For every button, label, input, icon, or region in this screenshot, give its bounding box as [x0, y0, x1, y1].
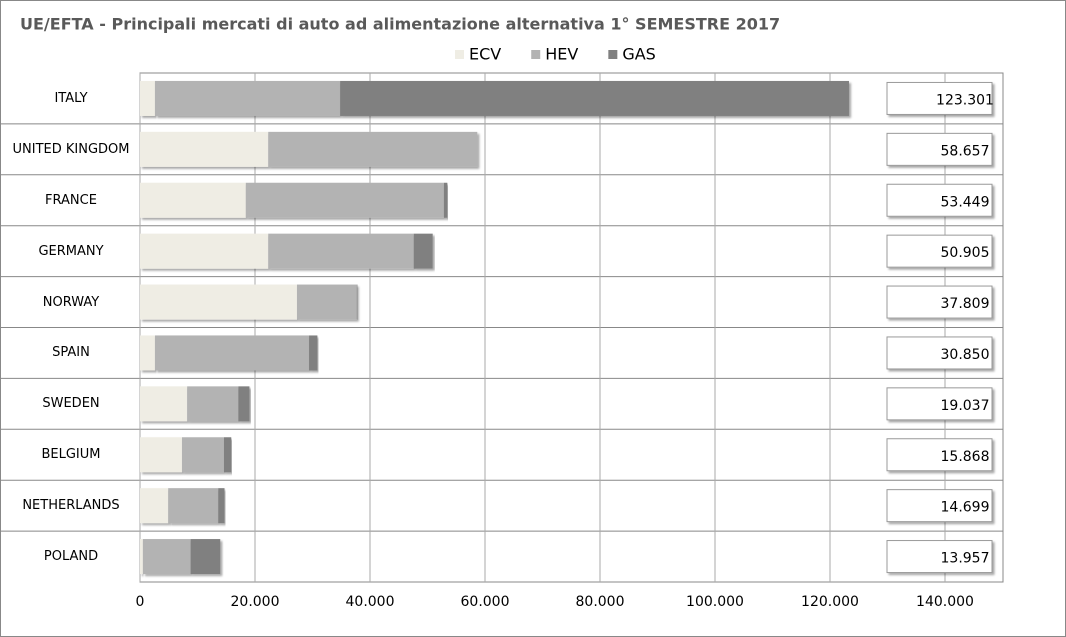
bar-segment [238, 386, 250, 422]
bar-segment [340, 80, 849, 116]
legend-swatch [531, 50, 541, 59]
total-label: 50.905 [941, 245, 990, 261]
x-tick-label: 100.000 [686, 594, 744, 610]
total-label: 37.809 [941, 296, 990, 312]
total-label: 58.657 [941, 143, 990, 159]
legend-swatch [455, 50, 464, 59]
legend-label: GAS [622, 45, 656, 64]
category-label: FRANCE [45, 192, 97, 208]
total-box [886, 387, 993, 421]
total-box [886, 81, 993, 115]
bar-segment [140, 80, 155, 116]
bar-segment [140, 437, 182, 473]
bar-segment [356, 284, 358, 320]
total-box [886, 234, 993, 268]
bar-segment [142, 539, 191, 575]
total-box [886, 285, 993, 319]
total-box [886, 132, 993, 166]
total-label: 14.699 [941, 500, 990, 516]
total-box [886, 489, 993, 523]
bar-segment [154, 80, 341, 116]
bar-segment [443, 182, 448, 218]
x-tick-label: 0 [136, 594, 145, 610]
bar-segment [218, 488, 225, 524]
bar-segment [413, 233, 433, 269]
legend-swatch [608, 50, 618, 59]
category-label: ITALY [54, 90, 88, 106]
total-label: 30.850 [941, 347, 990, 363]
category-label: SPAIN [52, 345, 90, 361]
x-tick-label: 120.000 [801, 594, 859, 610]
total-box [886, 183, 993, 217]
bar-segment [140, 284, 297, 320]
bar-segment [268, 131, 478, 167]
total-label: 123.301 [936, 92, 994, 108]
bar-segment [140, 539, 143, 575]
total-label: 19.037 [941, 398, 990, 414]
category-label: POLAND [43, 549, 99, 565]
category-label: UNITED KINGDOM [12, 141, 130, 157]
x-tick-label: 80.000 [576, 594, 625, 610]
x-tick-label: 40.000 [346, 594, 395, 610]
total-label: 53.449 [941, 194, 990, 210]
bar-segment [190, 539, 221, 575]
bar-segment [168, 488, 219, 524]
bar-segment [140, 131, 269, 167]
category-label: NETHERLANDS [22, 498, 120, 514]
x-tick-label: 20.000 [231, 594, 280, 610]
bar-segment [187, 386, 239, 422]
legend-label: HEV [545, 45, 578, 64]
category-label: SWEDEN [42, 396, 100, 412]
bar-segment [181, 437, 224, 473]
bar-segment [140, 335, 155, 371]
bar-segment [154, 335, 310, 371]
category-label: BELGIUM [41, 447, 101, 463]
total-box [886, 336, 993, 370]
total-box [886, 438, 993, 472]
bar-segment [296, 284, 357, 320]
x-tick-label: 140.000 [916, 594, 974, 610]
bar-segment [140, 182, 246, 218]
legend-label: ECV [469, 45, 501, 64]
x-tick-label: 60.000 [461, 594, 510, 610]
total-box [886, 540, 993, 574]
bar-segment [140, 488, 169, 524]
chart-title: UE/EFTA - Principali mercati di auto ad … [20, 15, 780, 34]
total-label: 13.957 [941, 551, 990, 567]
bar-segment [309, 335, 318, 371]
bar-segment [268, 233, 414, 269]
bar-segment [223, 437, 232, 473]
bar-segment [245, 182, 444, 218]
bar-segment [140, 233, 269, 269]
category-label: GERMANY [38, 243, 104, 259]
category-label: NORWAY [42, 294, 100, 310]
total-label: 15.868 [941, 449, 990, 465]
bar-segment [140, 386, 188, 422]
